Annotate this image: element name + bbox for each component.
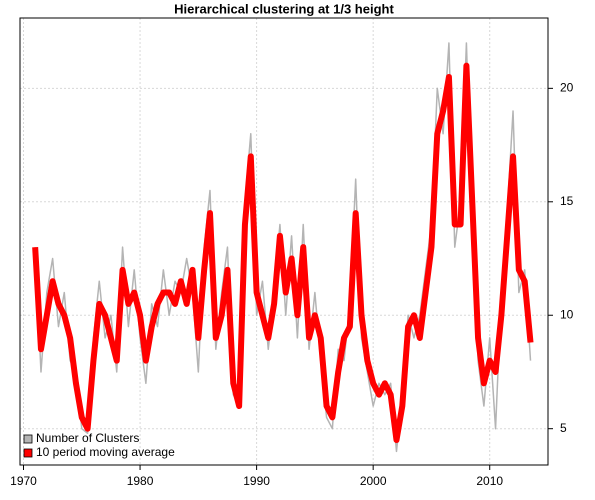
x-tick-label: 1980 <box>127 474 154 488</box>
plot-frame <box>19 17 549 466</box>
x-tick-label: 1970 <box>10 474 37 488</box>
y-tick-label: 20 <box>560 81 574 95</box>
x-tick-label: 2010 <box>476 474 503 488</box>
x-tick-label: 2000 <box>360 474 387 488</box>
y-tick-label: 15 <box>560 194 574 208</box>
x-tick-label: 1990 <box>243 474 270 488</box>
legend-swatch <box>23 448 33 458</box>
legend-label: 10 period moving average <box>36 445 175 459</box>
legend-swatch <box>23 434 33 444</box>
y-tick-label: 5 <box>560 421 567 435</box>
legend-label: Number of Clusters <box>36 431 139 445</box>
series-line <box>32 62 534 444</box>
y-tick-label: 10 <box>560 307 574 321</box>
chart-title: Hierarchical clustering at 1/3 height <box>174 1 394 16</box>
